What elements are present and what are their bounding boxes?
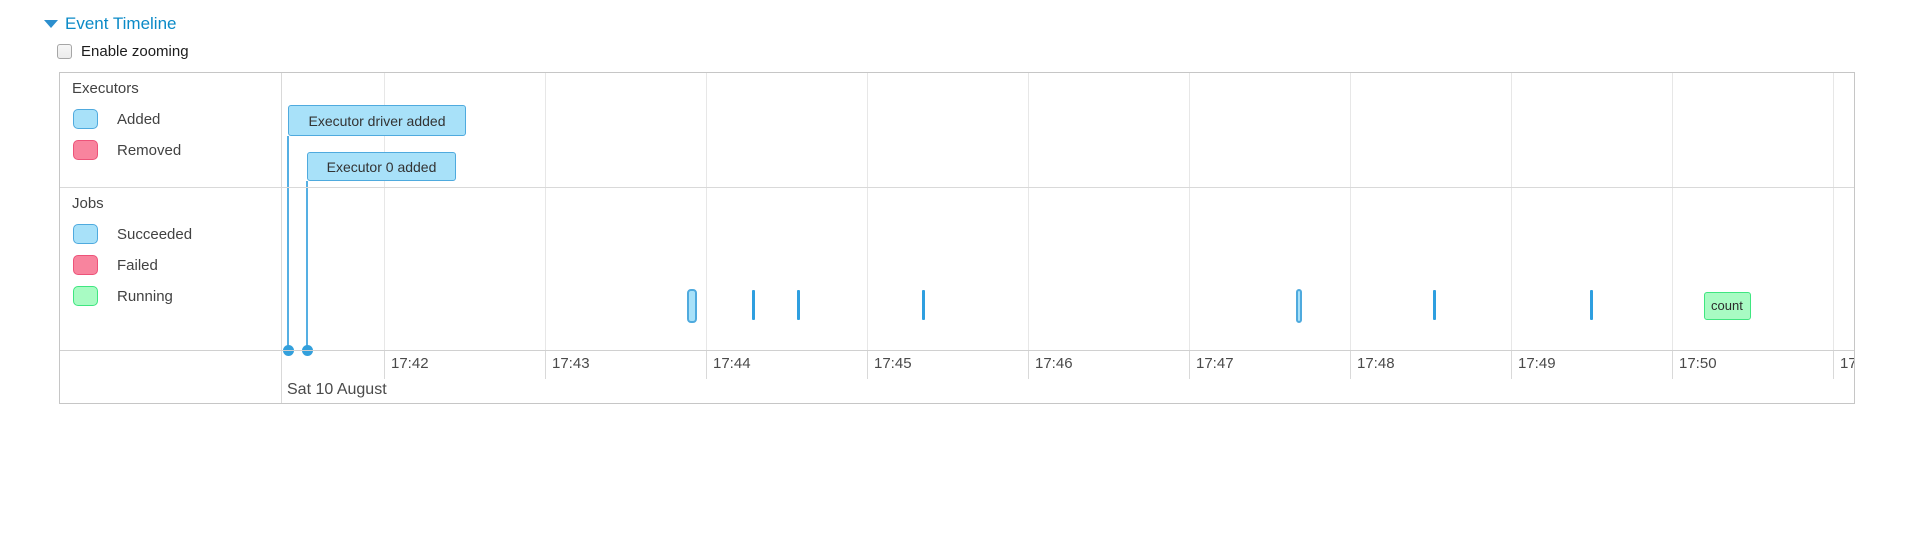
time-gridline xyxy=(867,73,868,350)
axis-tick xyxy=(545,350,546,379)
removed-swatch-icon xyxy=(73,140,98,160)
event-timeline-title[interactable]: Event Timeline xyxy=(65,14,177,33)
legend-label: Failed xyxy=(117,256,158,274)
time-gridline xyxy=(706,73,707,350)
job-event-bar[interactable] xyxy=(687,289,697,323)
executor-event-box[interactable]: Executor driver added xyxy=(288,105,466,136)
time-gridline xyxy=(1189,73,1190,350)
axis-tick-label: 17:45 xyxy=(874,355,912,372)
axis-tick xyxy=(1672,350,1673,379)
legend-item-failed: Failed xyxy=(73,255,281,275)
time-gridline xyxy=(1028,73,1029,350)
jobs-lane-title: Jobs xyxy=(72,195,104,212)
succeeded-swatch-icon xyxy=(73,224,98,244)
enable-zooming-control[interactable]: Enable zooming xyxy=(57,43,189,60)
axis-tick-label: 17:51 xyxy=(1840,355,1854,372)
axis-tick xyxy=(867,350,868,379)
executor-event-box[interactable]: Executor 0 added xyxy=(307,152,456,181)
enable-zooming-label: Enable zooming xyxy=(81,43,189,60)
time-axis-line xyxy=(60,350,1854,351)
failed-swatch-icon xyxy=(73,255,98,275)
executor-event-line xyxy=(306,181,308,350)
time-gridline xyxy=(384,73,385,350)
legend-item-added: Added xyxy=(73,109,281,129)
legend-label: Added xyxy=(117,110,161,128)
job-event-bar[interactable] xyxy=(1433,290,1436,320)
jobs-legend-section: Jobs Succeeded Failed Running xyxy=(60,188,281,306)
legend-item-succeeded: Succeeded xyxy=(73,224,281,244)
legend-item-removed: Removed xyxy=(73,140,281,160)
axis-tick-label: 17:50 xyxy=(1679,355,1717,372)
time-gridline xyxy=(1833,73,1834,350)
time-gridline xyxy=(1511,73,1512,350)
timeline-legend: Executors Added Removed Jobs Succeeded F… xyxy=(60,73,282,403)
job-event-bar[interactable] xyxy=(922,290,925,320)
legend-label: Succeeded xyxy=(117,225,193,243)
legend-label: Removed xyxy=(117,141,182,159)
axis-tick xyxy=(1511,350,1512,379)
collapse-caret-icon xyxy=(44,20,58,28)
time-gridline xyxy=(1350,73,1351,350)
job-event-bar[interactable] xyxy=(1590,290,1593,320)
axis-tick xyxy=(1028,350,1029,379)
axis-tick xyxy=(1833,350,1834,379)
axis-date-label: Sat 10 August xyxy=(287,381,387,398)
executors-lane-title: Executors xyxy=(72,80,139,97)
axis-tick xyxy=(1189,350,1190,379)
job-event-bar[interactable] xyxy=(752,290,755,320)
axis-tick-label: 17:42 xyxy=(391,355,429,372)
added-swatch-icon xyxy=(73,109,98,129)
event-timeline-header[interactable]: Event Timeline xyxy=(44,14,177,34)
legend-item-running: Running xyxy=(73,286,281,306)
axis-tick-label: 17:44 xyxy=(713,355,751,372)
executors-legend-section: Executors Added Removed xyxy=(60,73,281,160)
axis-tick xyxy=(706,350,707,379)
axis-tick-label: 17:47 xyxy=(1196,355,1234,372)
timeline-plot-area[interactable]: 17:42 17:43 17:44 17:45 17:46 17:47 17:48 17:49… xyxy=(282,73,1854,403)
job-event-bar[interactable] xyxy=(1296,289,1302,323)
executor-event-line xyxy=(287,136,289,350)
axis-tick-label: 17:48 xyxy=(1357,355,1395,372)
event-timeline-chart: Executors Added Removed Jobs Succeeded F… xyxy=(59,72,1855,404)
axis-tick-label: 17:49 xyxy=(1518,355,1556,372)
lane-divider xyxy=(60,187,1854,188)
job-event-bar[interactable] xyxy=(797,290,800,320)
legend-label: Running xyxy=(117,287,173,305)
enable-zooming-checkbox[interactable] xyxy=(57,44,72,59)
time-gridline xyxy=(545,73,546,350)
axis-tick xyxy=(384,350,385,379)
time-gridline xyxy=(1672,73,1673,350)
running-swatch-icon xyxy=(73,286,98,306)
axis-tick-label: 17:46 xyxy=(1035,355,1073,372)
axis-tick xyxy=(1350,350,1351,379)
axis-tick-label: 17:43 xyxy=(552,355,590,372)
job-event-label[interactable]: count xyxy=(1704,292,1751,320)
